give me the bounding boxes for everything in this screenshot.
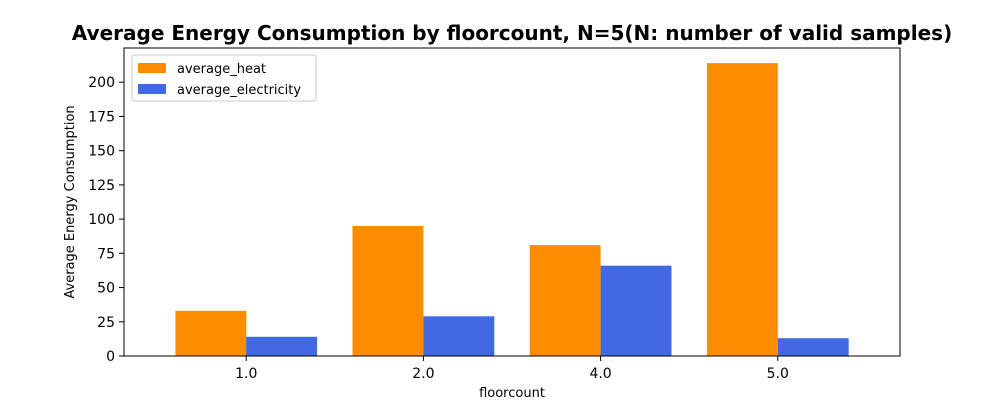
x-axis-label: floorcount <box>479 386 545 400</box>
y-tick-label: 25 <box>97 315 115 331</box>
bar-average_electricity-4.0 <box>600 265 672 356</box>
legend-label-average_electricity: average_electricity <box>177 83 301 98</box>
y-tick-label: 125 <box>88 178 115 194</box>
legend-swatch-average_heat <box>138 63 166 73</box>
legend-box <box>131 54 317 102</box>
legend-label-average_heat: average_heat <box>177 62 266 77</box>
x-tick-label: 4.0 <box>589 366 611 382</box>
legend-swatch-average_electricity <box>138 84 166 94</box>
y-tick-label: 100 <box>88 212 115 228</box>
y-tick-label: 50 <box>97 281 115 297</box>
bar-average_electricity-1.0 <box>246 336 318 356</box>
x-tick-label: 1.0 <box>235 366 257 382</box>
x-tick-label: 2.0 <box>412 366 434 382</box>
bar-average_electricity-5.0 <box>777 338 849 356</box>
bar-average_heat-4.0 <box>529 245 601 356</box>
bar-average_electricity-2.0 <box>423 316 495 356</box>
y-tick-label: 175 <box>88 109 115 125</box>
x-tick-label: 5.0 <box>767 366 789 382</box>
y-tick-label: 75 <box>97 246 115 262</box>
y-tick-label: 200 <box>88 75 115 91</box>
bar-average_heat-2.0 <box>352 226 424 356</box>
legend: average_heat average_electricity <box>131 54 317 102</box>
axes-frame <box>123 47 901 357</box>
y-axis-label: Average Energy Consumption <box>63 105 78 298</box>
bar-average_heat-1.0 <box>175 310 247 356</box>
y-tick-label: 150 <box>88 144 115 160</box>
plot-area: 1.0 2.0 4.0 5.0 0 25 50 75 100 125 150 175 200 <box>88 47 901 382</box>
chart-title: Average Energy Consumption by floorcount… <box>72 21 952 45</box>
y-tick-label: 0 <box>106 349 115 365</box>
bar-average_heat-5.0 <box>706 63 778 356</box>
